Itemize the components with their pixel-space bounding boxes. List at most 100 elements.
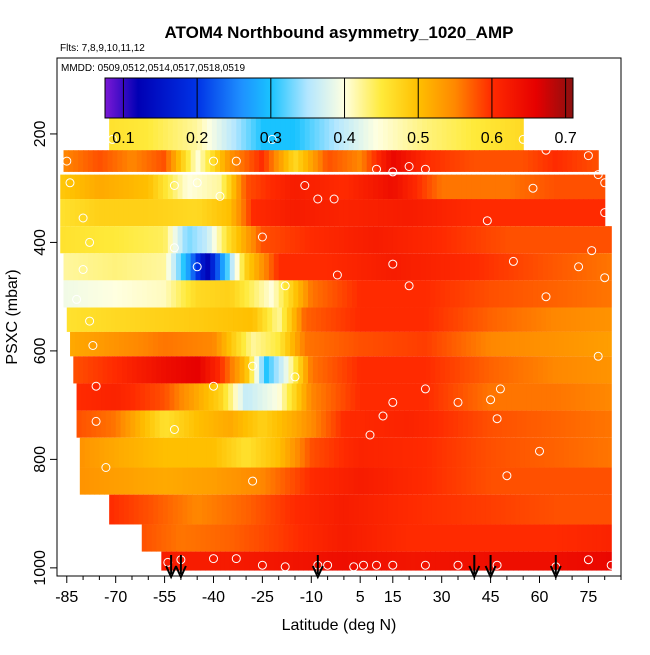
- heatmap-cell: [175, 551, 182, 571]
- heatmap-cell: [162, 467, 169, 495]
- heatmap-cell: [379, 307, 386, 332]
- heatmap-cell: [480, 494, 487, 525]
- heatmap-cell: [211, 174, 218, 200]
- heatmap-cell: [358, 174, 365, 200]
- heatmap-cell: [363, 467, 369, 495]
- heatmap-cell: [110, 307, 117, 332]
- heatmap-cell: [534, 174, 541, 200]
- heatmap-cell: [444, 356, 451, 384]
- heatmap-cell: [368, 111, 374, 156]
- heatmap-cell: [405, 551, 412, 571]
- heatmap-cell: [306, 383, 312, 411]
- heatmap-cell: [446, 111, 453, 156]
- heatmap-cell: [166, 356, 172, 384]
- heatmap-cell: [387, 174, 394, 200]
- heatmap-cell: [172, 111, 179, 156]
- sample-point: [323, 560, 333, 570]
- heatmap-cell: [534, 437, 541, 468]
- heatmap-cell: [151, 524, 158, 552]
- heatmap-cell: [358, 494, 365, 525]
- sample-point: [482, 216, 492, 226]
- heatmap-cell: [205, 150, 211, 172]
- heatmap-cell: [402, 111, 409, 156]
- heatmap-cell: [114, 226, 120, 254]
- heatmap-cell: [159, 383, 166, 411]
- heatmap-cell: [280, 494, 286, 525]
- heatmap-cell: [337, 551, 343, 571]
- heatmap-cell: [366, 356, 373, 384]
- heatmap-cell: [275, 331, 281, 357]
- heatmap-cell: [74, 174, 81, 200]
- heatmap-cell: [257, 410, 263, 438]
- heatmap-cell: [241, 226, 247, 254]
- heatmap-cell: [431, 331, 438, 357]
- heatmap-cell: [334, 174, 340, 200]
- heatmap-cell: [534, 467, 541, 495]
- heatmap-cell: [171, 524, 177, 552]
- heatmap-cell: [265, 199, 272, 227]
- heatmap-cell: [462, 307, 469, 332]
- heatmap-cell: [128, 437, 135, 468]
- heatmap-cell: [510, 467, 516, 495]
- heatmap-cell: [343, 199, 350, 227]
- heatmap-cell: [440, 551, 446, 571]
- heatmap-cell: [387, 226, 394, 254]
- heatmap-cell: [167, 331, 174, 357]
- heatmap-cell: [368, 331, 374, 357]
- heatmap-cell: [515, 174, 521, 200]
- heatmap-cell: [136, 150, 143, 172]
- heatmap-cell: [383, 467, 389, 495]
- heatmap-cell: [358, 199, 365, 227]
- heatmap-cell: [593, 331, 599, 357]
- heatmap-cell: [539, 199, 545, 227]
- heatmap-cell: [428, 410, 435, 438]
- heatmap-cell: [130, 383, 136, 411]
- heatmap-cell: [358, 437, 365, 468]
- heatmap-cell: [143, 226, 149, 254]
- heatmap-cell: [329, 437, 335, 468]
- heatmap-cell: [549, 494, 555, 525]
- heatmap-cell: [231, 467, 237, 495]
- heatmap-cell: [573, 494, 580, 525]
- heatmap-cell: [172, 174, 179, 200]
- heatmap-cell: [316, 410, 322, 438]
- heatmap-cell: [523, 280, 529, 308]
- heatmap-cell: [490, 226, 497, 254]
- heatmap-cell: [391, 356, 397, 384]
- heatmap-cell: [471, 111, 477, 156]
- heatmap-cell: [570, 307, 576, 332]
- heatmap-cell: [554, 174, 560, 200]
- heatmap-cell: [381, 150, 387, 172]
- heatmap-cell: [162, 174, 169, 200]
- heatmap-cell: [205, 356, 211, 384]
- heatmap-cell: [581, 253, 588, 281]
- heatmap-cell: [590, 307, 596, 332]
- heatmap-cell: [265, 331, 272, 357]
- heatmap-cell: [467, 410, 474, 438]
- heatmap-cell: [254, 280, 260, 308]
- heatmap-cell: [275, 199, 281, 227]
- heatmap-cell: [358, 111, 365, 156]
- heatmap-cell: [480, 467, 487, 495]
- heatmap-cell: [239, 356, 246, 384]
- heatmap-cell: [130, 307, 136, 332]
- heatmap-cell: [477, 410, 484, 438]
- heatmap-cell: [547, 280, 554, 308]
- heatmap-cell: [254, 253, 260, 281]
- heatmap-cell: [110, 383, 117, 411]
- heatmap-cell: [84, 174, 91, 200]
- heatmap-cell: [420, 280, 426, 308]
- heatmap-cell: [378, 494, 384, 525]
- heatmap-cell: [272, 383, 278, 411]
- heatmap-cell: [399, 383, 405, 411]
- heatmap-cell: [461, 111, 467, 156]
- heatmap-cell: [552, 253, 559, 281]
- heatmap-cell: [505, 111, 511, 156]
- heatmap-cell: [143, 199, 149, 227]
- heatmap-cell: [180, 356, 187, 384]
- heatmap-cell: [363, 226, 369, 254]
- heatmap-cell: [136, 356, 143, 384]
- heatmap-cell: [83, 280, 89, 308]
- heatmap-cell: [249, 150, 255, 172]
- heatmap-cell: [410, 150, 417, 172]
